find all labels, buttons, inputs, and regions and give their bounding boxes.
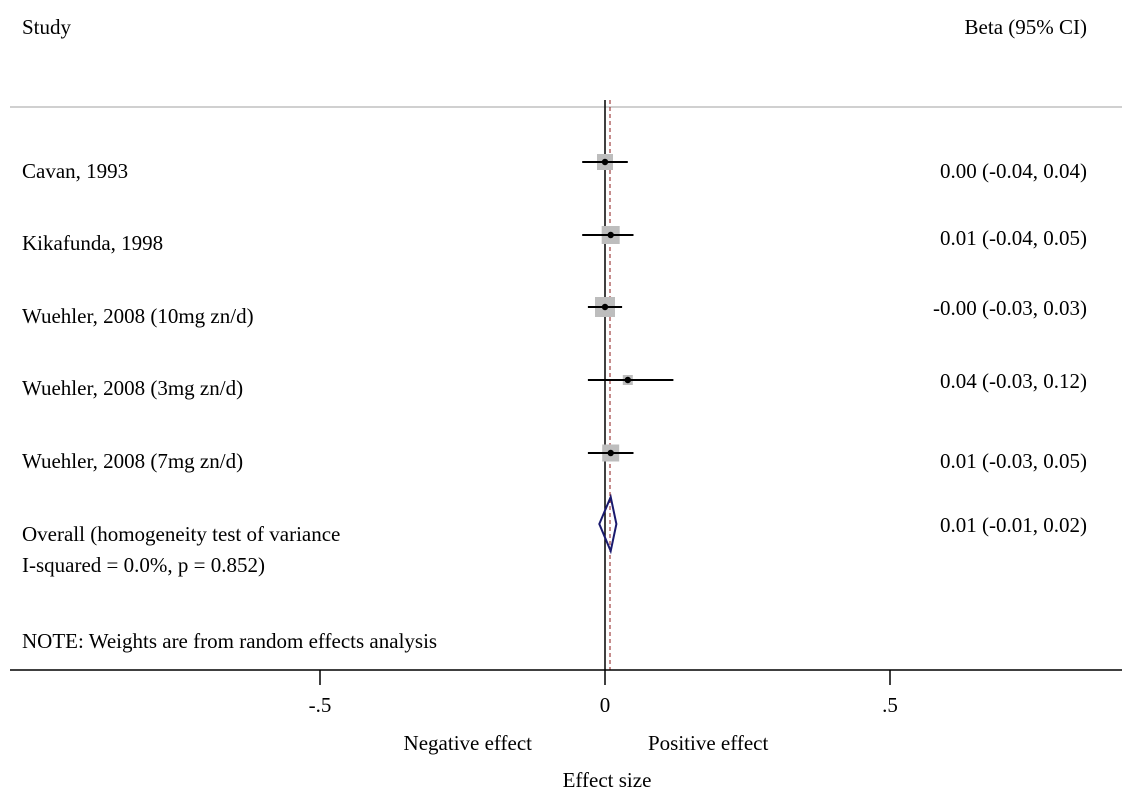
study-estimate-text: 0.00 (-0.04, 0.04) xyxy=(940,159,1087,183)
study-estimate-text: 0.01 (-0.03, 0.05) xyxy=(940,449,1087,473)
study-label: Wuehler, 2008 (7mg zn/d) xyxy=(22,449,243,473)
x-tick-label: 0 xyxy=(600,693,611,717)
study-label: Wuehler, 2008 (10mg zn/d) xyxy=(22,304,254,328)
study-label: Kikafunda, 1998 xyxy=(22,231,163,255)
overall-row: Overall (homogeneity test of variance I-s… xyxy=(22,493,1087,577)
study-estimate-text: -0.00 (-0.03, 0.03) xyxy=(933,296,1087,320)
study-point-estimate xyxy=(624,376,631,384)
study-rows: Cavan, 1993 0.00 (-0.04, 0.04) Kikafunda, … xyxy=(22,154,1087,473)
overall-estimate-text: 0.01 (-0.01, 0.02) xyxy=(940,513,1087,537)
x-tick-label: -.5 xyxy=(309,693,332,717)
study-row: Wuehler, 2008 (3mg zn/d) 0.04 (-0.03, 0.1… xyxy=(22,369,1087,400)
study-column-header: Study xyxy=(22,15,72,39)
study-point-estimate xyxy=(601,303,609,311)
study-point-estimate xyxy=(607,231,614,239)
positive-effect-label: Positive effect xyxy=(648,731,768,755)
study-row: Wuehler, 2008 (7mg zn/d) 0.01 (-0.03, 0.0… xyxy=(22,444,1087,473)
study-row: Cavan, 1993 0.00 (-0.04, 0.04) xyxy=(22,154,1087,183)
study-point-estimate xyxy=(607,449,614,457)
weights-note: NOTE: Weights are from random effects an… xyxy=(22,629,437,653)
negative-effect-label: Negative effect xyxy=(404,731,533,755)
x-axis-ticks: -.5 0 .5 xyxy=(309,670,898,717)
study-row: Kikafunda, 1998 0.01 (-0.04, 0.05) xyxy=(22,226,1087,255)
x-tick-label: .5 xyxy=(882,693,898,717)
x-axis-title: Effect size xyxy=(563,768,652,792)
estimate-column-header: Beta (95% CI) xyxy=(965,15,1087,39)
study-label: Cavan, 1993 xyxy=(22,159,128,183)
overall-diamond xyxy=(598,493,618,555)
study-estimate-text: 0.04 (-0.03, 0.12) xyxy=(940,369,1087,393)
study-label: Wuehler, 2008 (3mg zn/d) xyxy=(22,376,243,400)
study-row: Wuehler, 2008 (10mg zn/d) -0.00 (-0.03, 0… xyxy=(22,296,1087,328)
study-estimate-text: 0.01 (-0.04, 0.05) xyxy=(940,226,1087,250)
overall-label-line1: Overall (homogeneity test of variance xyxy=(22,522,340,546)
overall-label-line2: I-squared = 0.0%, p = 0.852) xyxy=(22,553,265,577)
study-point-estimate xyxy=(601,158,609,166)
